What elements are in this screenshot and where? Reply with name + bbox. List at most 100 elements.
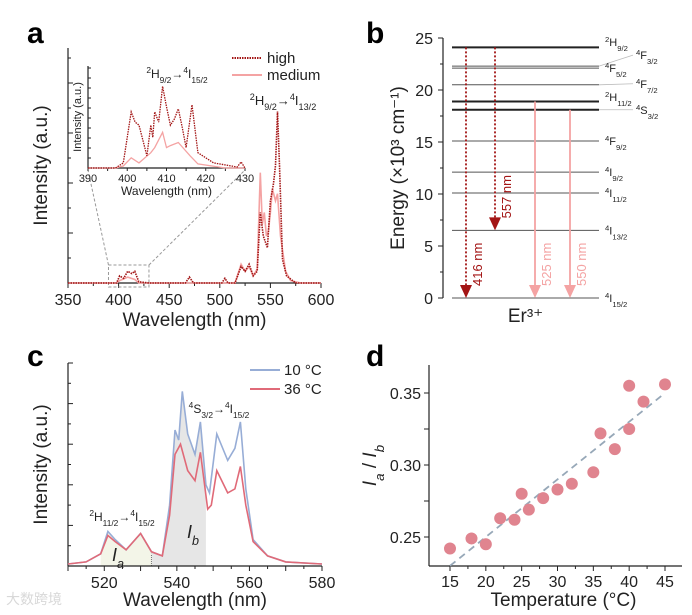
annotation-h112-transition-lower-sub: 15/2 xyxy=(138,518,155,528)
data-point xyxy=(522,503,535,516)
data-point xyxy=(551,483,564,496)
x-axis-title: Wavelength (nm) xyxy=(123,590,267,611)
level-sub: 15/2 xyxy=(612,300,627,309)
annotation-h112-transition-upper-sub: 11/2 xyxy=(103,518,119,528)
region-label-symbol: I xyxy=(112,545,117,565)
annotation-main-peak-lower-sup: 4 xyxy=(290,92,295,102)
x-tick-label: 20 xyxy=(477,574,495,591)
level-sup: 4 xyxy=(605,61,610,70)
watermark: 大数跨境 xyxy=(6,591,62,607)
annotation-main-peak-arrow: → xyxy=(277,93,290,108)
transition-arrowhead-icon xyxy=(564,285,576,298)
data-point xyxy=(587,466,600,479)
panel-label-c: c xyxy=(27,340,44,373)
annotation-inset-peak-arrow: → xyxy=(171,67,183,81)
panel-d-ratio-scatter: 15 20 25 30 35 40 45 0.25 0.30 0.35 Temperature (°… xyxy=(360,365,682,611)
level-sup: 4 xyxy=(605,185,610,194)
region-label-Ia: Ia xyxy=(112,545,124,571)
annotation-h112-transition-upper-symbol: H xyxy=(94,510,103,524)
region-label-Ib: Ib xyxy=(187,522,199,548)
annotation-main-peak-lower-symbol: I xyxy=(295,93,299,108)
y-tick-label: 15 xyxy=(415,135,433,152)
zoom-connector-right xyxy=(148,169,246,266)
x-tick-label: 30 xyxy=(549,574,567,591)
annotation-inset-peak-upper-sub: 9/2 xyxy=(160,75,172,85)
annotation-s32-transition-arrow: → xyxy=(213,402,225,416)
level-sub: 9/2 xyxy=(616,142,627,151)
energy-level-label: 4I15/2 xyxy=(605,291,627,309)
annotation-s32-transition-upper-sup: 4 xyxy=(189,400,194,410)
level-sup: 4 xyxy=(636,48,641,57)
inset-x-tick-label: 420 xyxy=(197,173,215,185)
annotation-inset-peak-lower-sub: 15/2 xyxy=(191,75,208,85)
legend-label: 36 °C xyxy=(284,381,322,398)
region-label-symbol: I xyxy=(187,522,192,542)
annotation-h112-transition: 2H11/2→4I15/2 xyxy=(89,508,155,528)
energy-level-label: 4F7/2 xyxy=(636,76,658,94)
level-symbol: I xyxy=(609,293,612,305)
level-sub: 9/2 xyxy=(617,44,628,53)
inset-x-tick-label: 410 xyxy=(157,173,175,185)
annotation-h112-transition-lower-symbol: I xyxy=(135,510,138,524)
annotation-h112-transition-lower-sup: 4 xyxy=(130,508,135,518)
panel-label-a: a xyxy=(27,17,44,50)
x-axis-title: Wavelength (nm) xyxy=(123,310,267,331)
x-tick-label: 400 xyxy=(105,292,132,309)
data-point xyxy=(637,395,650,408)
legend-label: 10 °C xyxy=(284,362,322,379)
annotation-s32-transition-upper-symbol: S xyxy=(193,402,201,416)
data-point xyxy=(608,443,621,456)
annotation-main-peak-upper-sup: 2 xyxy=(250,92,255,102)
x-tick-label: 25 xyxy=(513,574,531,591)
data-point xyxy=(659,378,671,391)
y-tick-label: 5 xyxy=(424,239,433,256)
y-tick-label: 10 xyxy=(415,187,433,204)
x-tick-label: 550 xyxy=(257,292,284,309)
level-symbol: H xyxy=(609,37,617,49)
y-tick-label: 20 xyxy=(415,83,433,100)
y-title-slash: / xyxy=(360,458,381,474)
transition-label: 416 nm xyxy=(470,243,485,286)
x-tick-label: 45 xyxy=(656,574,674,591)
energy-level-label: 4I9/2 xyxy=(605,165,623,183)
integration-region-b xyxy=(151,391,206,566)
level-symbol: F xyxy=(609,136,616,148)
y-title-sub-a: a xyxy=(372,473,387,480)
transition-label: 525 nm xyxy=(539,243,554,286)
level-sub: 13/2 xyxy=(612,232,627,241)
x-tick-label: 500 xyxy=(206,292,233,309)
y-tick-label: 0.25 xyxy=(390,530,421,547)
annotation-s32-transition-lower-symbol: I xyxy=(230,402,233,416)
x-tick-label: 450 xyxy=(156,292,183,309)
data-point xyxy=(508,513,521,526)
annotation-h112-transition-arrow: → xyxy=(118,510,130,524)
transition-arrowhead-icon xyxy=(489,217,501,231)
level-symbol: F xyxy=(640,50,647,62)
x-tick-label: 600 xyxy=(308,292,335,309)
level-sup: 4 xyxy=(605,223,610,232)
y-tick-label: 25 xyxy=(415,31,433,48)
level-symbol: S xyxy=(640,105,647,117)
annotation-s32-transition-upper-sub: 3/2 xyxy=(201,410,213,420)
inset-x-axis-title: Wavelength (nm) xyxy=(121,184,212,198)
energy-level-leader xyxy=(598,83,634,86)
panel-c-temperature-spectrum: 520 540 560 580 Wavelength (nm) Intensity (a.… xyxy=(31,362,335,611)
annotation-inset-peak-upper-sup: 2 xyxy=(146,65,151,75)
data-point xyxy=(594,427,607,440)
level-sub: 5/2 xyxy=(616,70,627,79)
level-symbol: I xyxy=(609,167,612,179)
y-title-sub-b: b xyxy=(372,445,387,452)
legend-label-medium: medium xyxy=(267,67,320,84)
energy-level-label: 4F3/2 xyxy=(636,48,658,66)
data-point xyxy=(444,542,456,555)
transition-arrowhead-icon xyxy=(460,285,472,298)
x-tick-label: 40 xyxy=(620,574,638,591)
data-point xyxy=(565,477,578,490)
y-tick-label: 0.30 xyxy=(390,458,421,475)
region-label-sub: a xyxy=(117,557,124,571)
annotation-s32-transition-lower-sub: 15/2 xyxy=(233,410,250,420)
annotation-s32-transition-lower-sup: 4 xyxy=(225,400,230,410)
data-point xyxy=(515,487,528,500)
annotation-main-peak-upper-sub: 9/2 xyxy=(264,102,277,112)
x-tick-label: 520 xyxy=(91,575,118,592)
